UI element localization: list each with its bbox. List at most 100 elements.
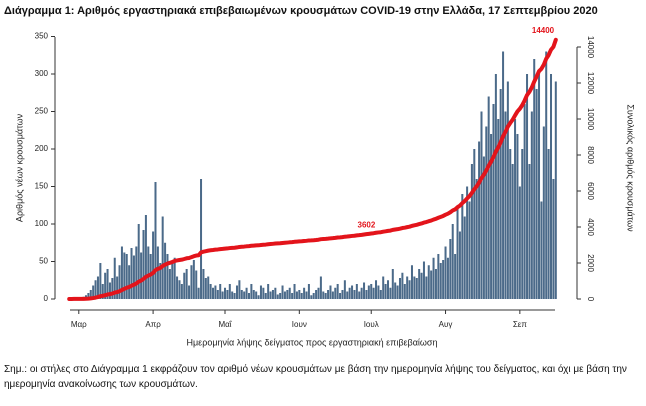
bar <box>137 224 140 299</box>
bar <box>257 295 260 299</box>
bar <box>523 104 526 299</box>
bar <box>250 284 253 299</box>
bar <box>202 269 205 299</box>
bar <box>195 270 198 299</box>
bar <box>235 285 238 299</box>
y2-tick-label: 12000 <box>586 72 595 95</box>
bar <box>389 287 392 299</box>
bar <box>238 280 241 299</box>
y-tick-label: 350 <box>35 32 49 41</box>
bar <box>173 257 176 299</box>
bar <box>279 293 282 299</box>
bar <box>94 280 97 299</box>
bar <box>168 269 171 299</box>
bar <box>128 265 131 299</box>
bar <box>432 257 435 299</box>
bar <box>339 293 342 299</box>
bar <box>403 284 406 299</box>
y-tick-label: 100 <box>35 219 49 228</box>
bar <box>480 111 483 299</box>
bar <box>156 246 159 299</box>
bar <box>418 269 421 299</box>
bar <box>96 276 99 299</box>
bar <box>360 287 363 299</box>
bar <box>509 149 512 299</box>
y-tick-label: 50 <box>39 257 48 266</box>
bar <box>379 290 382 299</box>
bar <box>384 284 387 299</box>
bar <box>255 291 258 299</box>
bar <box>324 293 327 299</box>
bar <box>387 280 390 299</box>
bar <box>315 290 318 299</box>
bar <box>267 284 270 299</box>
bar <box>430 270 433 299</box>
bar <box>401 272 404 299</box>
bar <box>538 74 541 299</box>
bar <box>120 246 123 299</box>
bar <box>427 265 430 299</box>
bar <box>408 280 411 299</box>
bar <box>295 291 298 299</box>
bar <box>166 254 169 299</box>
bar <box>422 261 425 299</box>
bar <box>329 285 332 299</box>
y-tick-label: 0 <box>44 294 49 303</box>
bar <box>219 284 222 299</box>
bar <box>233 293 236 299</box>
bar <box>108 282 111 299</box>
bar <box>99 263 102 299</box>
bar <box>470 164 473 299</box>
bar <box>475 179 478 299</box>
bar <box>466 186 469 299</box>
bar <box>363 282 366 299</box>
bar <box>245 287 248 299</box>
bar <box>140 252 143 299</box>
bar <box>135 246 138 299</box>
bar <box>511 164 514 299</box>
bar <box>425 276 428 299</box>
bar <box>164 242 167 299</box>
bar <box>269 291 272 299</box>
bar <box>514 119 517 299</box>
x-tick-label: Αυγ <box>439 320 453 329</box>
line <box>67 37 558 301</box>
bar <box>504 111 507 299</box>
bar <box>490 134 493 299</box>
bar <box>442 260 445 299</box>
x-tick-label: Μαρ <box>71 320 87 329</box>
bar <box>209 284 212 299</box>
y2-tick-label: 4000 <box>586 218 595 236</box>
bar <box>204 278 207 299</box>
bar <box>87 293 90 299</box>
value-label: 14400 <box>532 26 555 35</box>
bar <box>530 111 533 299</box>
bar <box>216 290 219 299</box>
x-tick-label: Μαΐ <box>218 320 232 329</box>
bar <box>327 290 330 299</box>
bar <box>123 252 126 299</box>
bar <box>554 81 557 299</box>
bar <box>130 248 133 299</box>
bar <box>444 246 447 299</box>
bar <box>288 287 291 299</box>
bar <box>437 254 440 299</box>
bar <box>377 285 380 299</box>
y-axis-label: Αριθμός νέων κρουσμάτων <box>14 113 24 222</box>
x-tick-label: Ιουλ <box>364 320 379 329</box>
bar <box>420 272 423 299</box>
bar <box>322 291 325 299</box>
bar <box>200 179 203 299</box>
bar <box>171 263 174 299</box>
bar <box>410 265 413 299</box>
bar <box>132 255 135 299</box>
bar <box>458 231 461 299</box>
bar <box>434 269 437 299</box>
bar <box>394 282 397 299</box>
bar <box>207 276 210 299</box>
y-tick-label: 200 <box>35 144 49 153</box>
bar <box>180 284 183 299</box>
bar <box>528 164 531 299</box>
bar <box>487 96 490 299</box>
bar <box>276 294 279 299</box>
